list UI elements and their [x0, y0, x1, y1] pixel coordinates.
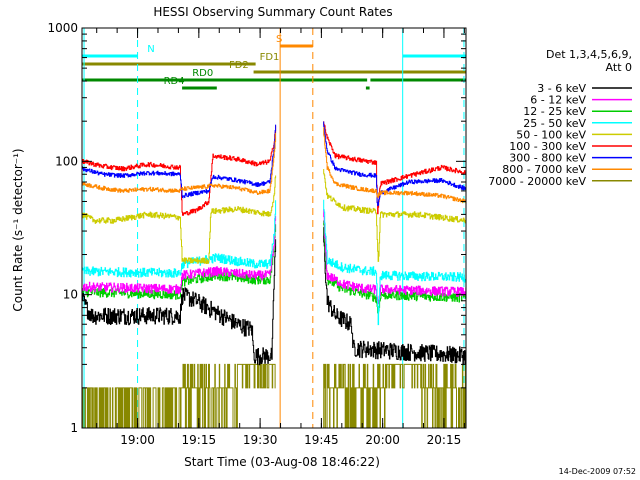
- x-tick-label: 19:30: [243, 433, 278, 447]
- series-50-100kev: [82, 169, 467, 264]
- series-3-6kev: [82, 227, 467, 366]
- mode-label-rd0: RD0: [192, 68, 213, 79]
- series-12-25kev: [82, 220, 467, 314]
- series-6-12kev: [82, 209, 467, 305]
- y-tick-label: 1000: [47, 21, 78, 35]
- mode-label-rd4: RD4: [164, 76, 185, 87]
- plot-frame: [81, 27, 467, 429]
- x-tick-label: 19:15: [182, 433, 217, 447]
- mode-label-fd1: FD1: [260, 52, 280, 63]
- x-axis-label: Start Time (03-Aug-08 18:46:22): [184, 455, 380, 469]
- legend-entry-label: 6 - 12 keV: [530, 94, 586, 107]
- legend-entry-label: 300 - 800 keV: [509, 152, 586, 165]
- observing-mode-bars: N S FD1 FD2 RD0 RD4: [82, 34, 466, 90]
- series-300-800kev: [82, 121, 467, 207]
- legend-entry-label: 800 - 7000 keV: [502, 163, 586, 176]
- legend-header: Det 1,3,4,5,6,9,: [546, 48, 632, 61]
- legend-entry-label: 12 - 25 keV: [523, 105, 586, 118]
- y-axis-label: Count Rate (s⁻¹ detector⁻¹): [11, 148, 25, 311]
- series-100-300kev: [82, 121, 467, 216]
- mode-label-n: N: [147, 44, 154, 55]
- count-rate-series: [82, 121, 467, 429]
- x-tick-label: 20:00: [365, 433, 400, 447]
- mode-label-fd2: FD2: [229, 60, 249, 71]
- mode-label-s: S: [276, 34, 282, 45]
- legend-entry-label: 3 - 6 keV: [537, 82, 586, 95]
- x-tick-label: 19:00: [120, 433, 155, 447]
- x-tick-label: 19:45: [304, 433, 339, 447]
- legend-entry-label: 100 - 300 keV: [509, 140, 586, 153]
- mode-boundary-lines: [83, 28, 465, 428]
- series-25-50kev: [82, 199, 467, 326]
- legend-entry-label: 25 - 50 keV: [523, 117, 586, 130]
- x-tick-label: 20:15: [427, 433, 462, 447]
- chart-title: HESSI Observing Summary Count Rates: [153, 5, 392, 19]
- series-800-7000kev: [82, 127, 467, 204]
- axes: 19:00 19:15 19:30 19:45 20:00 20:15 1 10 100 1000: [47, 21, 466, 447]
- legend-entry-label: 50 - 100 keV: [516, 128, 586, 141]
- legend-entry-label: 7000 - 20000 keV: [488, 175, 586, 188]
- legend-header: Att 0: [606, 61, 632, 74]
- y-tick-label: 1: [70, 421, 78, 435]
- series-7000-20000kev: [82, 363, 467, 429]
- footer-timestamp: 14-Dec-2009 07:52: [559, 467, 636, 476]
- y-tick-label: 10: [63, 288, 78, 302]
- y-tick-label: 100: [55, 154, 78, 168]
